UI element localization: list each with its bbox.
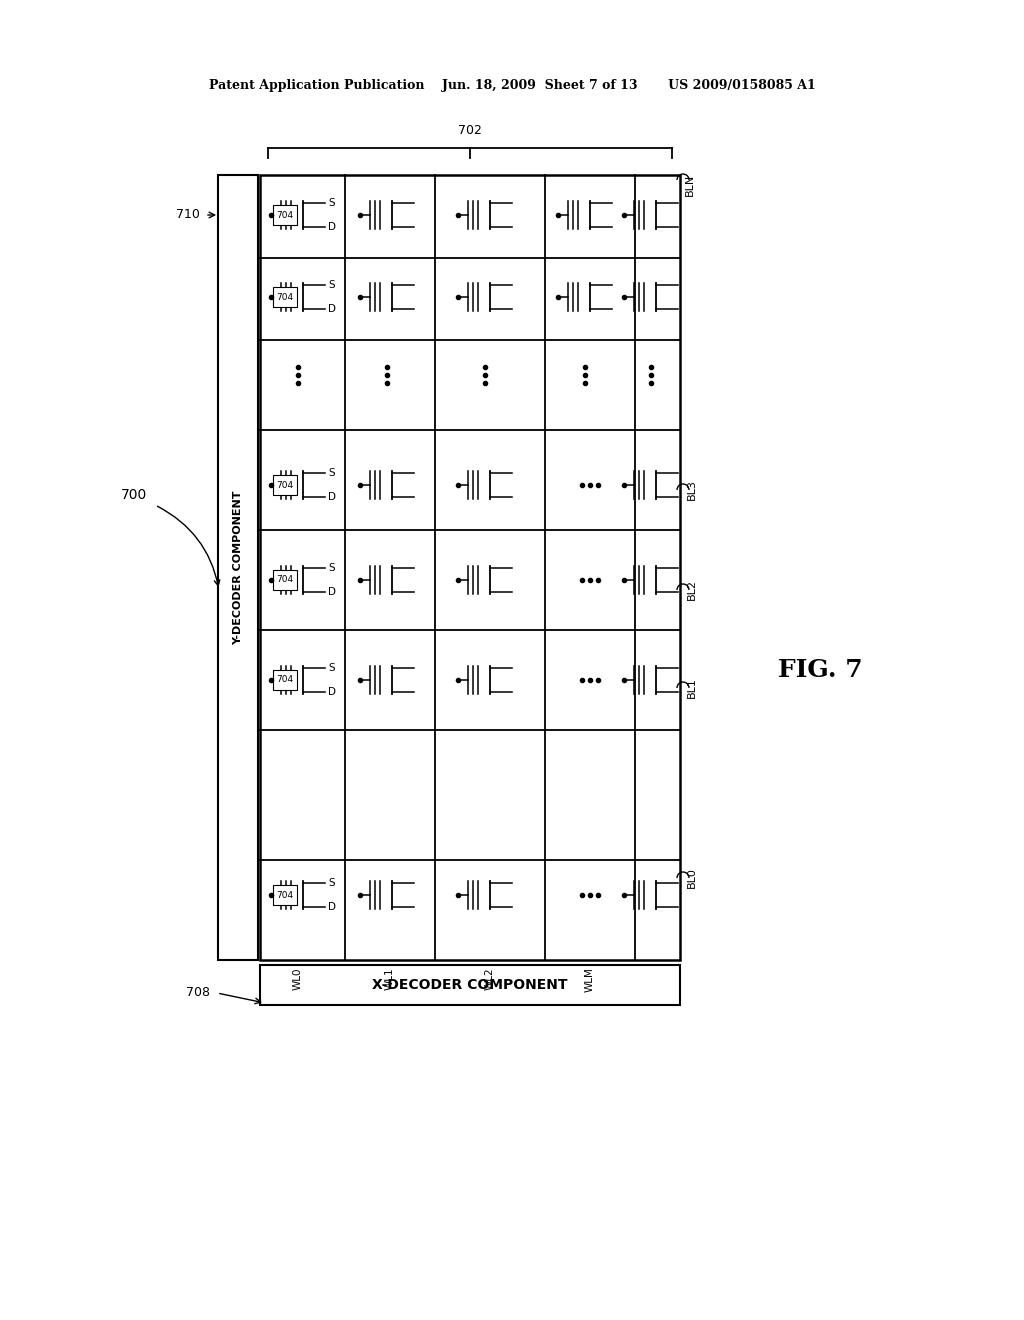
Bar	[260, 965, 680, 1005]
Text: S: S	[328, 564, 335, 573]
Text: 710: 710	[176, 209, 200, 222]
Bar	[273, 286, 297, 308]
Bar	[273, 475, 297, 495]
Bar	[260, 176, 680, 960]
Text: WL1: WL1	[385, 968, 395, 990]
Text: D: D	[328, 222, 336, 232]
Text: X-DECODER COMPONENT: X-DECODER COMPONENT	[373, 978, 567, 993]
Text: S: S	[328, 663, 335, 673]
Bar	[273, 570, 297, 590]
Text: 708: 708	[186, 986, 210, 999]
Text: S: S	[328, 280, 335, 290]
Text: 704: 704	[276, 576, 294, 585]
Text: D: D	[328, 587, 336, 597]
Text: WL0: WL0	[293, 968, 303, 990]
Text: WL2: WL2	[485, 968, 495, 990]
Text: FIG. 7: FIG. 7	[777, 657, 862, 682]
Text: D: D	[328, 492, 336, 502]
Text: S: S	[328, 198, 335, 209]
Bar	[273, 671, 297, 690]
Text: Y-DECODER COMPONENT: Y-DECODER COMPONENT	[233, 490, 243, 644]
Text: S: S	[328, 469, 335, 478]
Text: BL1: BL1	[687, 677, 697, 698]
Text: BLN: BLN	[685, 174, 695, 197]
Text: WLM: WLM	[585, 968, 595, 991]
Text: 702: 702	[458, 124, 482, 136]
Text: Patent Application Publication    Jun. 18, 2009  Sheet 7 of 13       US 2009/015: Patent Application Publication Jun. 18, …	[209, 78, 815, 91]
Text: 704: 704	[276, 293, 294, 301]
Text: S: S	[328, 878, 335, 888]
Text: 704: 704	[276, 480, 294, 490]
Text: BL0: BL0	[687, 867, 697, 888]
Text: 704: 704	[276, 891, 294, 899]
Bar	[273, 205, 297, 224]
Text: 704: 704	[276, 210, 294, 219]
Text: 704: 704	[276, 676, 294, 685]
Text: BL3: BL3	[687, 479, 697, 500]
Text: D: D	[328, 902, 336, 912]
Bar	[273, 884, 297, 906]
Text: 700: 700	[121, 488, 147, 502]
Text: BL2: BL2	[687, 579, 697, 601]
Text: D: D	[328, 686, 336, 697]
Text: D: D	[328, 304, 336, 314]
Bar	[218, 176, 258, 960]
